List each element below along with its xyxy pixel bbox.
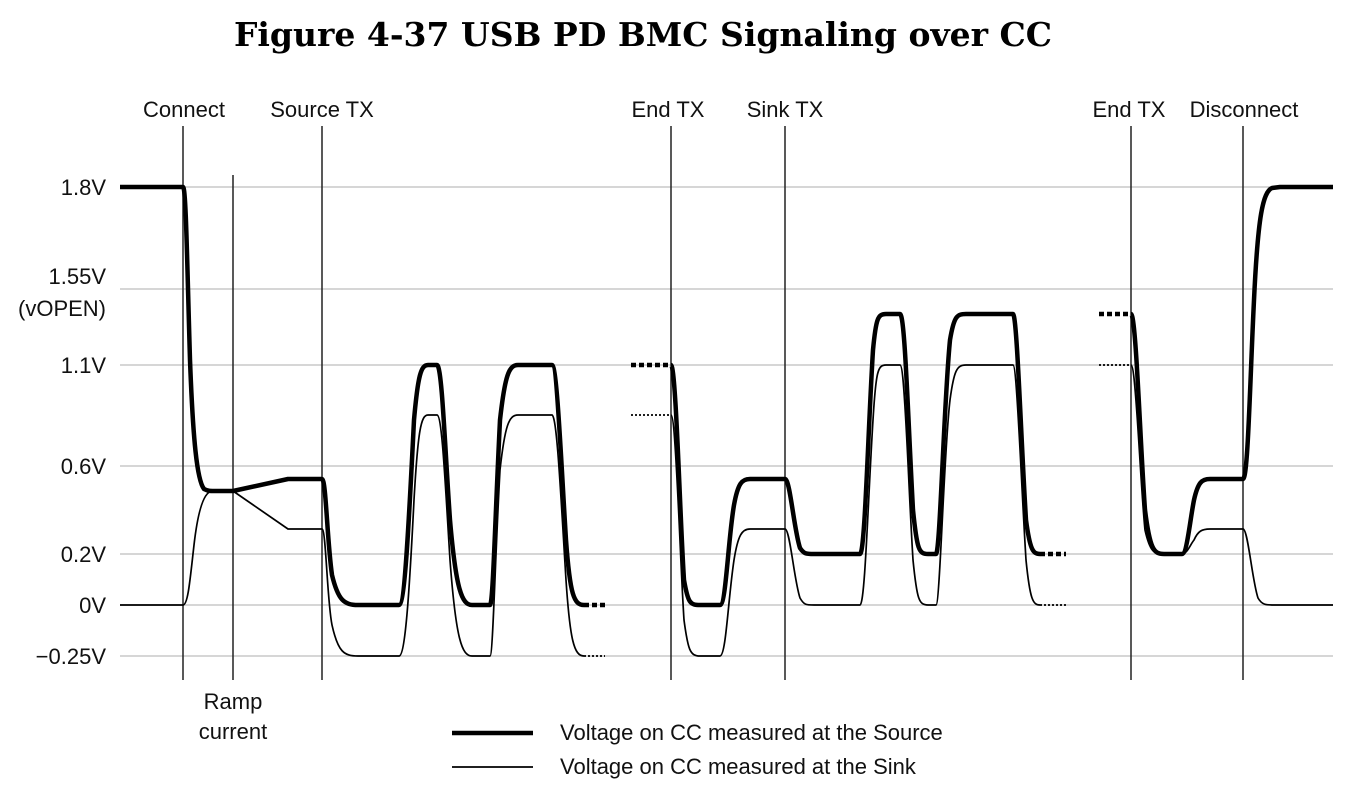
sink-tx-label: Sink TX — [747, 97, 824, 122]
sink-trace-disconnect — [1130, 364, 1333, 606]
sink-waveform — [120, 364, 1333, 657]
legend: Voltage on CC measured at the Source Vol… — [452, 720, 943, 779]
level-label: 0.2V — [61, 542, 107, 567]
figure-title: Figure 4-37 USB PD BMC Signaling over CC — [234, 15, 1052, 54]
sink-trace-sink-tx — [670, 364, 1041, 657]
disconnect-label: Disconnect — [1190, 97, 1299, 122]
source-trace-sink-tx — [668, 311, 1041, 608]
level-label: 1.55V — [49, 264, 107, 289]
level-label: 0V — [79, 593, 106, 618]
sink-trace-connect — [120, 414, 585, 657]
end-tx-label: End TX — [1093, 97, 1166, 122]
level-label: 1.1V — [61, 353, 107, 378]
end-tx-label: End TX — [632, 97, 705, 122]
source-tx-label: Source TX — [270, 97, 374, 122]
connect-label: Connect — [143, 97, 225, 122]
source-trace-disconnect — [1128, 184, 1333, 557]
level-label: 0.6V — [61, 454, 107, 479]
level-sublabel: (vOPEN) — [18, 296, 106, 321]
legend-sink-label: Voltage on CC measured at the Sink — [560, 754, 917, 779]
legend-source-label: Voltage on CC measured at the Source — [560, 720, 943, 745]
event-markers — [182, 126, 1244, 680]
ramp-current-label: Ramp — [204, 689, 263, 714]
voltage-axis-labels: 1.8V 1.55V (vOPEN) 1.1V 0.6V 0.2V 0V −0.… — [18, 175, 106, 669]
source-trace-connect — [120, 184, 585, 608]
level-label: −0.25V — [36, 644, 107, 669]
event-labels: Connect Source TX End TX Sink TX End TX … — [143, 97, 1298, 744]
ramp-current-label: current — [199, 719, 267, 744]
source-waveform — [120, 184, 1333, 608]
level-label: 1.8V — [61, 175, 107, 200]
